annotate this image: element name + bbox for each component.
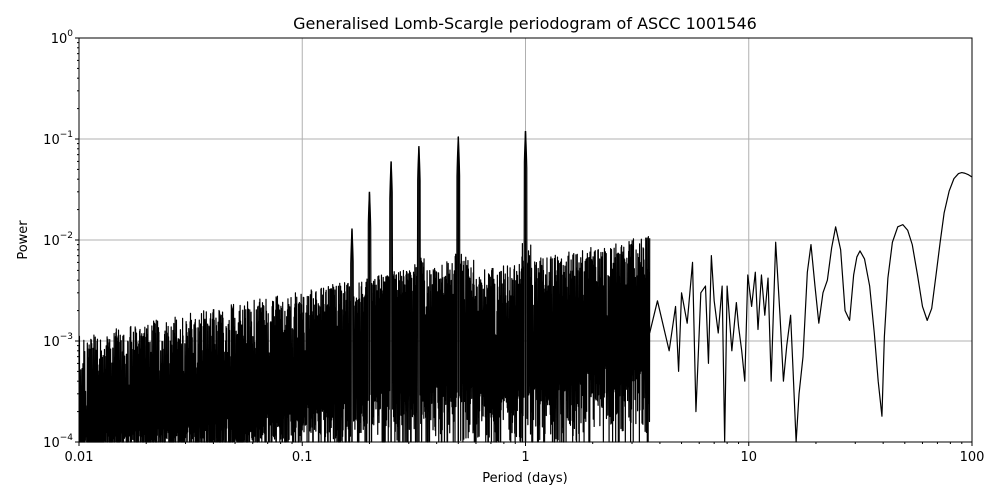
periodogram-noise-region — [78, 131, 651, 443]
x-tick-label: 0.1 — [292, 450, 313, 465]
plot-area — [78, 131, 973, 443]
x-axis: 0.01 0.1 1 10 100 — [65, 442, 985, 465]
x-tick-label: 0.01 — [65, 450, 94, 465]
y-tick-label: 10−3 — [43, 332, 73, 350]
periodogram-series-line — [649, 171, 973, 443]
y-tick-label: 10−4 — [43, 433, 73, 451]
y-axis-label: Power — [16, 220, 31, 260]
y-tick-label: 10−2 — [43, 231, 73, 249]
x-tick-label: 100 — [960, 450, 985, 465]
x-tick-label: 10 — [740, 450, 757, 465]
y-tick-label: 10−1 — [43, 130, 73, 148]
x-tick-label: 1 — [521, 450, 529, 465]
y-tick-label: 100 — [51, 29, 74, 47]
y-axis: 10−4 10−3 10−2 10−1 100 — [43, 29, 79, 451]
chart-title: Generalised Lomb-Scargle periodogram of … — [293, 14, 757, 33]
x-axis-label: Period (days) — [482, 471, 568, 486]
